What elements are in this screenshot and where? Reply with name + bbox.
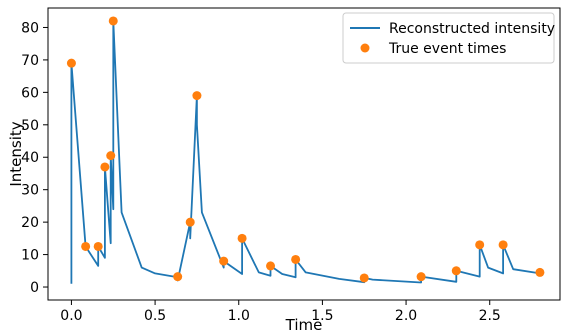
event-time-point [416,272,426,282]
legend-box [342,12,555,64]
x-tick-label: 0.5 [144,308,166,324]
y-tick-label: 50 [21,118,39,134]
event-time-point [108,16,118,26]
legend-marker-swatch [360,43,370,53]
legend: Reconstructed intensity True event times [342,12,555,64]
event-time-point [106,151,116,161]
event-time-point [66,58,76,68]
series-layer [66,16,545,284]
reconstructed-intensity-line [70,20,541,284]
x-axis-ticks: 0.0 0.5 1.0 1.5 2.0 2.5 [60,300,501,324]
x-axis-label: Time [285,316,323,332]
y-tick-label: 70 [21,53,39,69]
y-tick-label: 80 [21,20,39,36]
y-tick-label: 60 [21,85,39,101]
legend-label-markers: True event times [388,41,506,57]
y-axis-label: Intensity [7,121,25,186]
y-tick-label: 20 [21,215,39,231]
y-tick-label: 0 [30,280,39,296]
event-time-point [475,240,485,250]
event-time-point [237,233,247,243]
event-time-point [100,162,110,172]
event-time-point [498,240,508,250]
y-tick-label: 30 [21,183,39,199]
x-tick-label: 2.5 [479,308,501,324]
x-tick-label: 1.5 [311,308,333,324]
event-time-point [185,217,195,227]
event-time-point [81,241,91,251]
event-time-point [93,241,103,251]
event-time-point [451,266,461,276]
event-time-point [535,267,545,277]
event-time-point [192,91,202,101]
event-time-point [359,273,369,283]
y-tick-label: 40 [21,150,39,166]
event-time-point [173,272,183,282]
legend-label-line: Reconstructed intensity [389,21,555,37]
x-tick-label: 0.0 [60,308,82,324]
event-time-point [291,254,301,264]
event-time-point [219,256,229,266]
event-time-point [266,261,276,271]
x-tick-label: 2.0 [395,308,417,324]
x-tick-label: 1.0 [228,308,250,324]
y-tick-label: 10 [21,248,39,264]
y-axis-ticks: 0 10 20 30 40 50 60 70 80 [21,20,48,296]
